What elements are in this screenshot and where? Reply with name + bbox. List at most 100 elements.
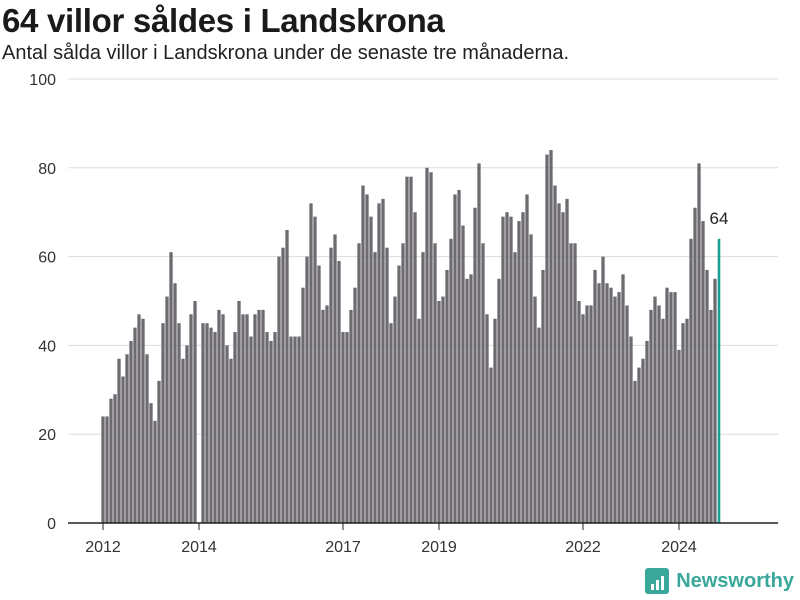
bar bbox=[309, 203, 313, 523]
bar bbox=[709, 309, 713, 523]
bar bbox=[381, 198, 385, 523]
y-tick-label: 20 bbox=[38, 427, 56, 444]
y-tick-label: 60 bbox=[38, 250, 56, 267]
chart-title: 64 villor såldes i Landskrona bbox=[2, 2, 445, 39]
bar bbox=[533, 296, 537, 523]
bar bbox=[217, 309, 221, 523]
annotations: 64 bbox=[710, 209, 729, 228]
bar bbox=[649, 309, 653, 523]
brand-name: Newsworthy bbox=[676, 569, 794, 592]
bar bbox=[641, 358, 645, 523]
bar bbox=[421, 252, 425, 523]
bar bbox=[385, 247, 389, 523]
bar bbox=[353, 287, 357, 523]
bar bbox=[689, 238, 693, 523]
bar bbox=[485, 314, 489, 523]
x-axis: 2012 2014 2017 2019 2022 2024 bbox=[68, 522, 778, 556]
bar bbox=[429, 172, 433, 524]
bar bbox=[121, 376, 125, 523]
bar bbox=[321, 309, 325, 523]
bar bbox=[161, 323, 165, 523]
bar bbox=[409, 176, 413, 523]
bar bbox=[609, 287, 613, 523]
x-tick-label: 2019 bbox=[421, 539, 457, 556]
bar bbox=[357, 243, 361, 523]
bar bbox=[377, 203, 381, 523]
bar bbox=[497, 278, 501, 523]
bar bbox=[109, 398, 113, 523]
bar bbox=[397, 265, 401, 523]
bars bbox=[101, 150, 721, 524]
bar bbox=[669, 292, 673, 523]
bar bbox=[445, 269, 449, 523]
bar bbox=[241, 314, 245, 523]
x-tick-label: 2017 bbox=[325, 539, 361, 556]
bar bbox=[701, 221, 705, 523]
bar bbox=[505, 212, 509, 523]
bar bbox=[293, 336, 297, 523]
bar bbox=[645, 340, 649, 523]
bar bbox=[333, 234, 337, 523]
last-value-label: 64 bbox=[710, 209, 729, 228]
bar bbox=[105, 416, 109, 523]
bar bbox=[537, 327, 541, 523]
chart-subtitle: Antal sålda villor i Landskrona under de… bbox=[2, 42, 570, 64]
bar bbox=[189, 314, 193, 523]
bar bbox=[141, 318, 145, 523]
bar bbox=[297, 336, 301, 523]
bar bbox=[213, 332, 217, 523]
bar bbox=[681, 323, 685, 523]
x-tick-label: 2024 bbox=[661, 539, 697, 556]
bar bbox=[545, 154, 549, 524]
bar bbox=[337, 261, 341, 523]
bar bbox=[449, 238, 453, 523]
y-tick-label: 80 bbox=[38, 161, 56, 178]
bar bbox=[393, 296, 397, 523]
bar bbox=[493, 318, 497, 523]
bar bbox=[205, 323, 209, 523]
bar bbox=[221, 314, 225, 523]
bar bbox=[613, 296, 617, 523]
bar bbox=[301, 287, 305, 523]
bar bbox=[657, 305, 661, 523]
bar bbox=[145, 354, 149, 523]
bar bbox=[349, 309, 353, 523]
y-tick-label: 100 bbox=[29, 72, 56, 89]
bar bbox=[413, 212, 417, 523]
bar bbox=[265, 332, 269, 523]
bar bbox=[605, 283, 609, 523]
bar bbox=[369, 216, 373, 523]
bar bbox=[625, 305, 629, 523]
bar bbox=[225, 345, 229, 523]
bar bbox=[577, 301, 581, 523]
bar bbox=[441, 296, 445, 523]
bar bbox=[637, 367, 641, 523]
bar bbox=[557, 203, 561, 523]
bar bbox=[473, 207, 477, 523]
bar bbox=[433, 243, 437, 523]
bar bbox=[653, 296, 657, 523]
bar bbox=[257, 309, 261, 523]
bar bbox=[305, 256, 309, 523]
bar bbox=[425, 167, 429, 524]
bar bbox=[521, 212, 525, 523]
x-tick-label: 2014 bbox=[181, 539, 217, 556]
bar bbox=[285, 229, 289, 523]
bar bbox=[585, 305, 589, 523]
bar bbox=[281, 247, 285, 523]
bar bbox=[173, 283, 177, 523]
bar bbox=[513, 252, 517, 523]
x-tick-label: 2012 bbox=[85, 539, 121, 556]
x-tick-label: 2022 bbox=[565, 539, 601, 556]
bar-latest bbox=[717, 238, 721, 523]
bar bbox=[341, 332, 345, 523]
bar bbox=[453, 194, 457, 523]
bar bbox=[329, 247, 333, 523]
bar bbox=[201, 323, 205, 523]
bar bbox=[165, 296, 169, 523]
bar bbox=[617, 292, 621, 523]
bar bbox=[525, 194, 529, 523]
bar-chart-logo-icon bbox=[645, 568, 670, 594]
bar bbox=[437, 301, 441, 523]
